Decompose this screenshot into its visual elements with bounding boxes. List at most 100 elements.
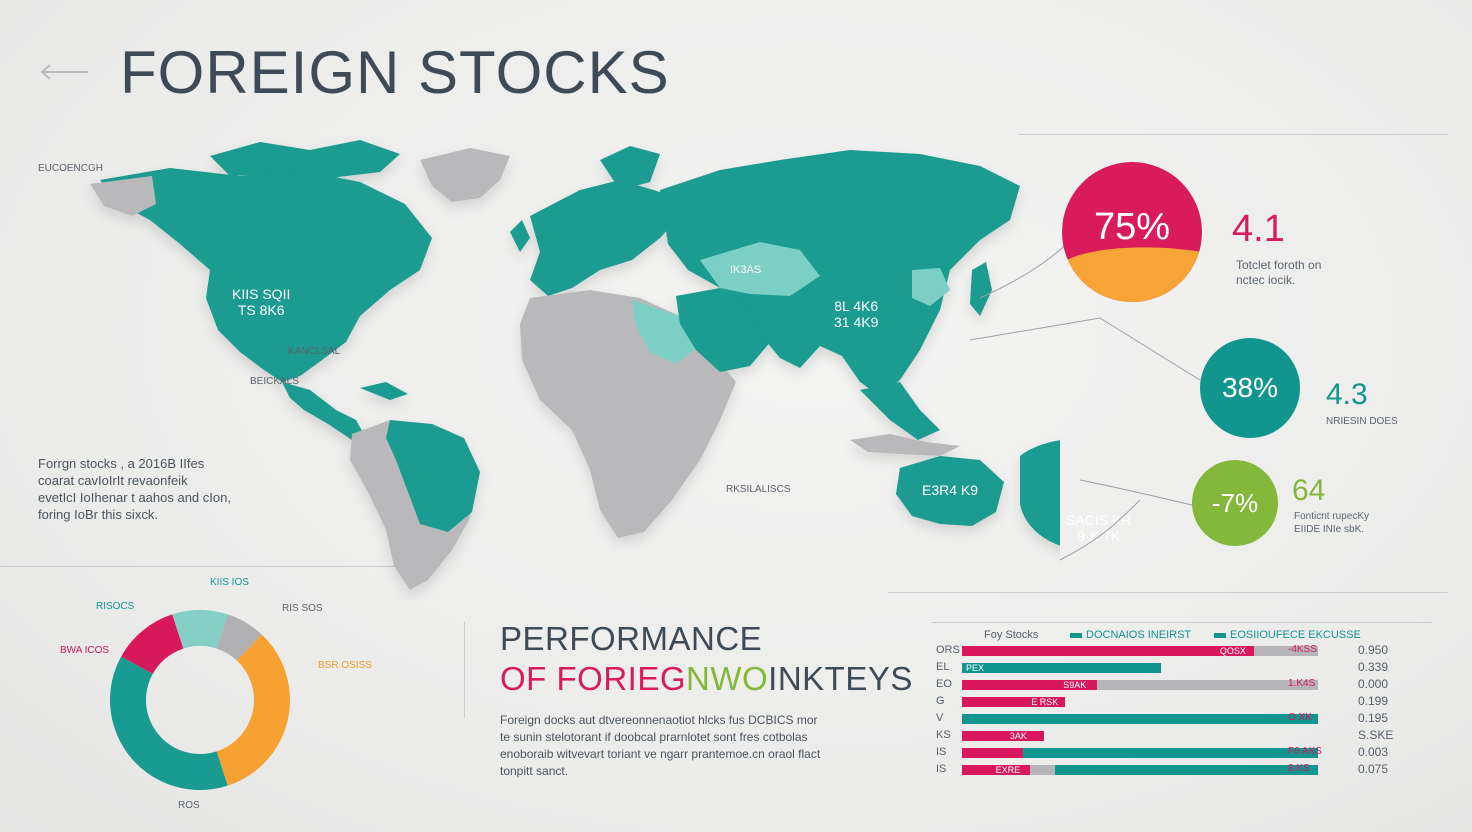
bar-inner-label: EXRE [995,765,1021,775]
southeast-asia-shape [860,382,940,440]
back-arrow-icon[interactable] [38,62,90,82]
east-asia-light-shape [912,268,950,306]
stat-3-caption: Fonticnt rupecKy EIIDE INIe sbK. [1294,510,1369,536]
performance-text-line3: enoboraib witvevart toriant ve ngarr pra… [500,747,821,761]
bar-inner-label: PEX [966,663,985,673]
map-corner-label: EUCOENCGH [38,163,104,174]
stat-3-value: 64 [1292,474,1326,507]
page-title: FOREIGN STOCKS [120,39,670,106]
performance-heading-line1: PERFORMANCE [500,620,763,657]
map-label-mexico: BEICKALS [250,376,299,387]
bar-value: 0.195 [1358,711,1389,725]
bar-value: 0.339 [1358,660,1389,674]
connector-lines [969,245,1201,561]
legend-swatch-1 [1070,632,1082,638]
performance-text-line1: Foreign docks aut dtvereonnenaotiot hlck… [500,713,818,727]
bar-legend-2: EOSIIOUFECE EKCUSSE [1214,629,1361,641]
greenland-shape [420,148,510,202]
bar-end-label: F6 AKS [1288,746,1322,757]
bar-value: S.SKE [1358,728,1394,742]
bar-inner-label: QOSX [1219,646,1246,656]
scandinavia-shape [600,146,660,190]
bar-chart: Foy Stocks DOCNAIOS INEIRST EOSIIOUFECE … [932,622,1452,822]
stat-38-pct: 38% [1221,372,1279,403]
map-label-sp-line2: 9·K 7K [1077,528,1121,544]
bar-segment-pink [962,731,1044,741]
bar-end-label: O XK [1288,712,1312,723]
divider-bars [888,592,1448,593]
bar-row: QOSX [962,646,1318,656]
donut-chart [110,610,290,790]
bar-row: PEX [962,663,1318,673]
arctic-islands-shape [210,140,400,178]
performance-heading-of: OF FORIEG [500,660,686,697]
middle-east-shape [676,288,772,372]
caribbean-shape [360,382,408,400]
legend-swatch-2 [1214,632,1226,638]
donut-bottom-label: ROS [178,800,200,811]
bar-row-label: V [936,712,944,724]
donut-segment-4 [110,610,290,790]
stat-circle-7: -7% [1192,460,1278,546]
bar-header-category: Foy Stocks [984,629,1039,641]
bar-row-label: KS [936,729,951,741]
stat-1-value: 4.1 [1232,208,1285,250]
divider-left [0,566,440,567]
bar-row: 3AK [962,731,1318,741]
bar-segment-pink [962,697,1066,707]
left-note-line4: foring IoBr this sixck. [38,507,158,522]
stat-2-value: 4.3 [1326,378,1368,411]
bar-row: E RSK [962,697,1318,707]
bar-end-label: -4KSS [1288,644,1317,655]
bar-row: EXRE [962,765,1318,775]
bar-segment-pink [962,748,1023,758]
bar-row-label: EL [936,661,950,673]
stat-circle-75: 75% [1062,162,1202,302]
europe-shape [530,180,680,296]
bar-row [962,714,1318,724]
bar-row-label: ORS [936,644,960,656]
performance-text-line4: tonpitt sanct. [500,764,569,778]
stat-2-caption: NRIESIN DOES [1326,416,1398,427]
stat-1-caption-line1: Totclet foroth on [1236,258,1322,272]
alaska-grey-shape [90,176,156,216]
left-note-line2: coarat cavIoIrIt revaonfeik [38,473,188,488]
bar-end-label: 8.KS [1288,763,1310,774]
north-africa-teal-shape [632,300,700,364]
bar-segment-teal [962,714,1318,724]
map-label-north-america: KIIS SQII TS 8K6 [232,286,290,318]
south-pacific-shape [1020,440,1060,546]
stat-75-pct: 75% [1093,205,1171,248]
north-america-shape [100,168,432,382]
map-label-asia-line1: 8L 4K6 [834,298,879,314]
donut-label-2: RIS SOS [282,603,323,614]
bar-segment-pink [962,680,1098,690]
divider-vertical [464,622,465,718]
bar-value: 0.000 [1358,677,1389,691]
donut-segment-5 [110,610,290,790]
bar-row [962,748,1318,758]
bar-segment-pink [962,646,1254,656]
performance-text-line2: te sunin stelotorant if doobcal prarnlot… [500,730,808,744]
map-label-central-asia: IK3AS [730,264,762,276]
world-map [90,140,1060,590]
stat-1-caption-line2: nctec iocik. [1236,273,1296,287]
donut-segment-3 [110,610,290,790]
donut-label-1: RISOCS [96,601,135,612]
map-label-australia: E3R4 K9 [922,482,979,498]
performance-text: Foreign docks aut dtvereonnenaotiot hlck… [500,712,880,780]
bar-chart-top-rule [932,622,1432,623]
divider-top-right [1018,134,1448,135]
donut-top-label: KIIS IOS [210,577,249,588]
bar-value: 0.950 [1358,643,1389,657]
performance-heading-end: INKTEYS [768,660,913,697]
performance-heading-line2: OF FORIEGNWOINKTEYS [500,660,913,698]
bar-row-label: G [936,695,945,707]
performance-heading-mid: NWO [686,660,769,697]
bar-segment-teal [1054,765,1318,775]
stat-circle-38: 38% [1200,338,1300,438]
bar-inner-label: 3AK [1009,731,1027,741]
central-asia-light-shape [700,242,820,296]
donut-label-3: BSR OSISS [318,660,372,671]
japan-shape [970,262,992,316]
